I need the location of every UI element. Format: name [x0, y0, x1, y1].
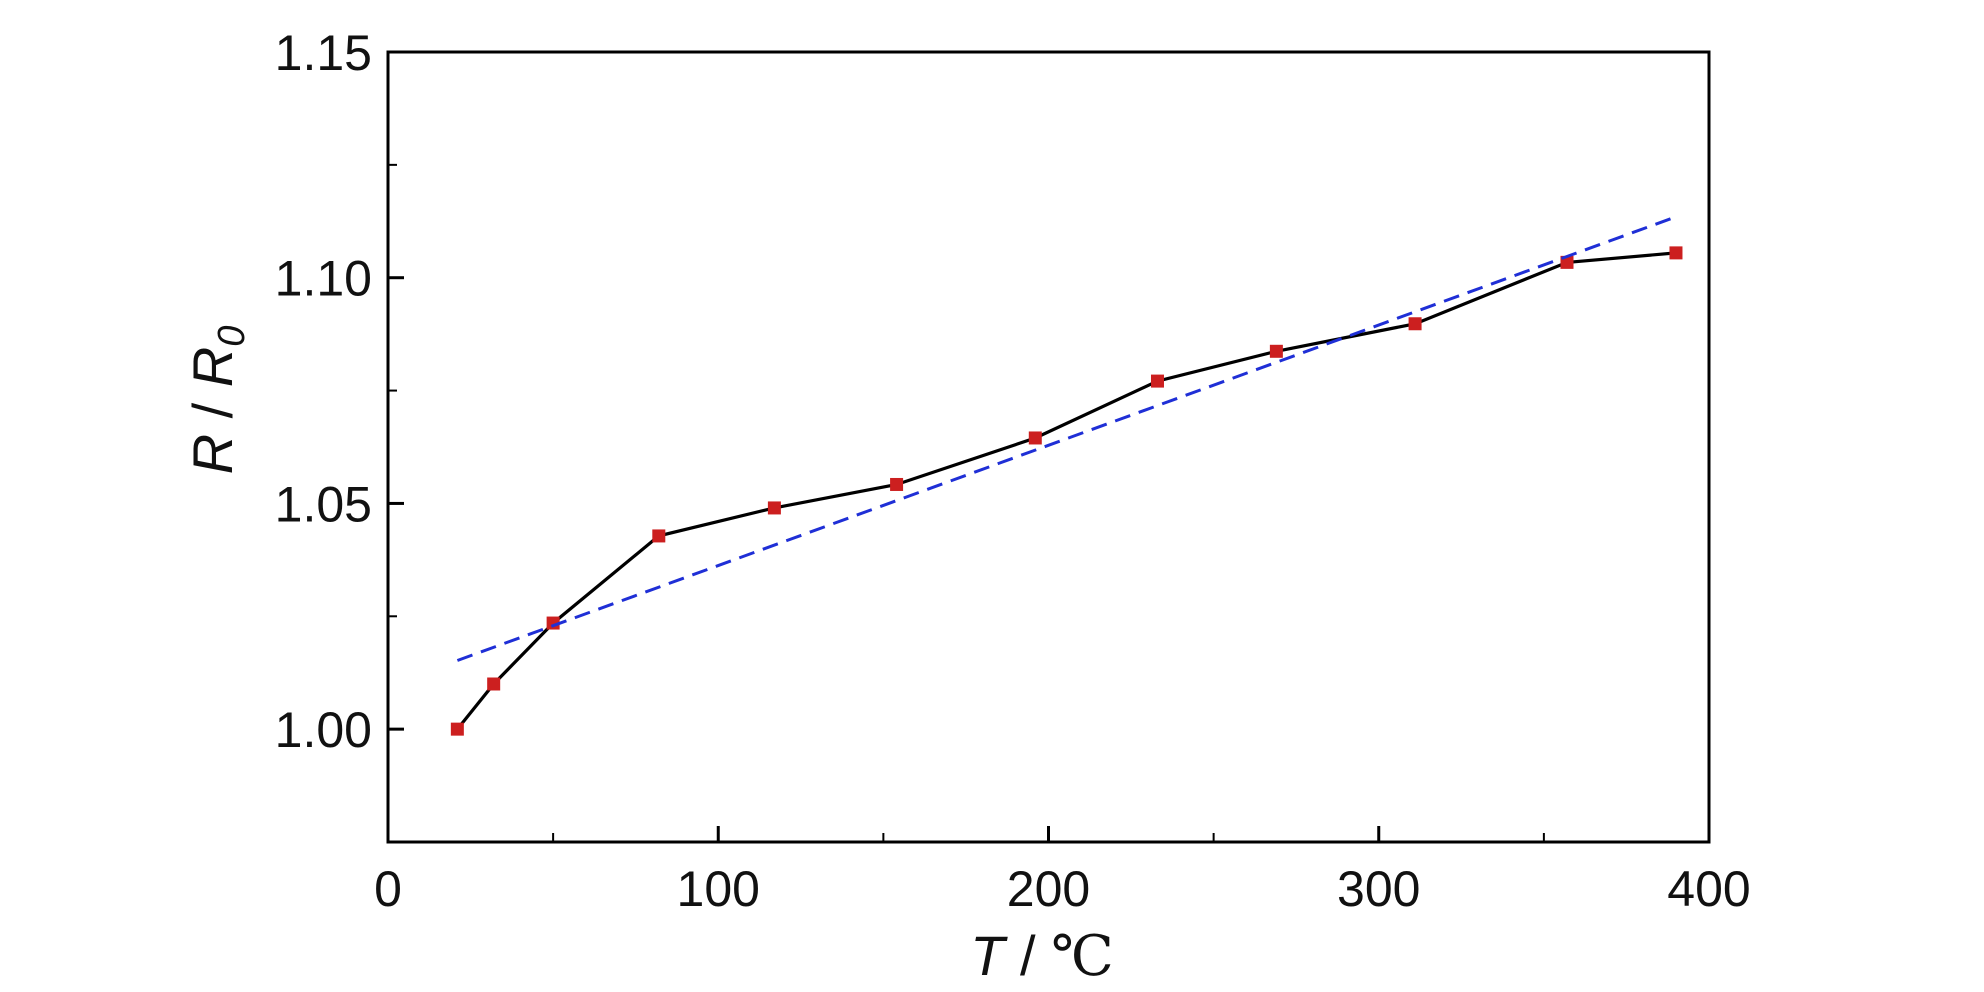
data-point	[1150, 374, 1164, 388]
plot-frame	[386, 50, 1711, 844]
data-point	[1669, 246, 1683, 260]
data-point	[767, 501, 781, 515]
y-tick-label: 1.00	[275, 702, 372, 758]
x-tick-label: 400	[1667, 861, 1750, 917]
data-point	[450, 722, 464, 736]
y-tick-label: 1.10	[275, 251, 372, 307]
y-tick-label: 1.15	[275, 25, 372, 81]
data-point	[546, 616, 560, 630]
linear-fit-line	[456, 215, 1677, 662]
x-axis-title: T / ℃	[970, 924, 1114, 989]
axes: 0 100 200 300 400 1.00 1.05 1.10 1.15	[275, 25, 1751, 917]
data-point	[487, 677, 501, 691]
data-point	[1269, 344, 1283, 358]
data-point	[652, 529, 666, 543]
x-tick-label: 300	[1337, 861, 1420, 917]
data-point	[1028, 431, 1042, 445]
x-tick-label: 200	[1007, 861, 1090, 917]
data-point	[890, 477, 904, 491]
data-point	[1408, 317, 1422, 331]
y-axis-title: R / R0	[181, 326, 253, 475]
x-tick-label: 0	[374, 861, 402, 917]
y-tick-label: 1.05	[275, 476, 372, 532]
plot-area	[450, 215, 1683, 736]
x-tick-label: 100	[677, 861, 760, 917]
measured-series-line	[456, 251, 1677, 731]
